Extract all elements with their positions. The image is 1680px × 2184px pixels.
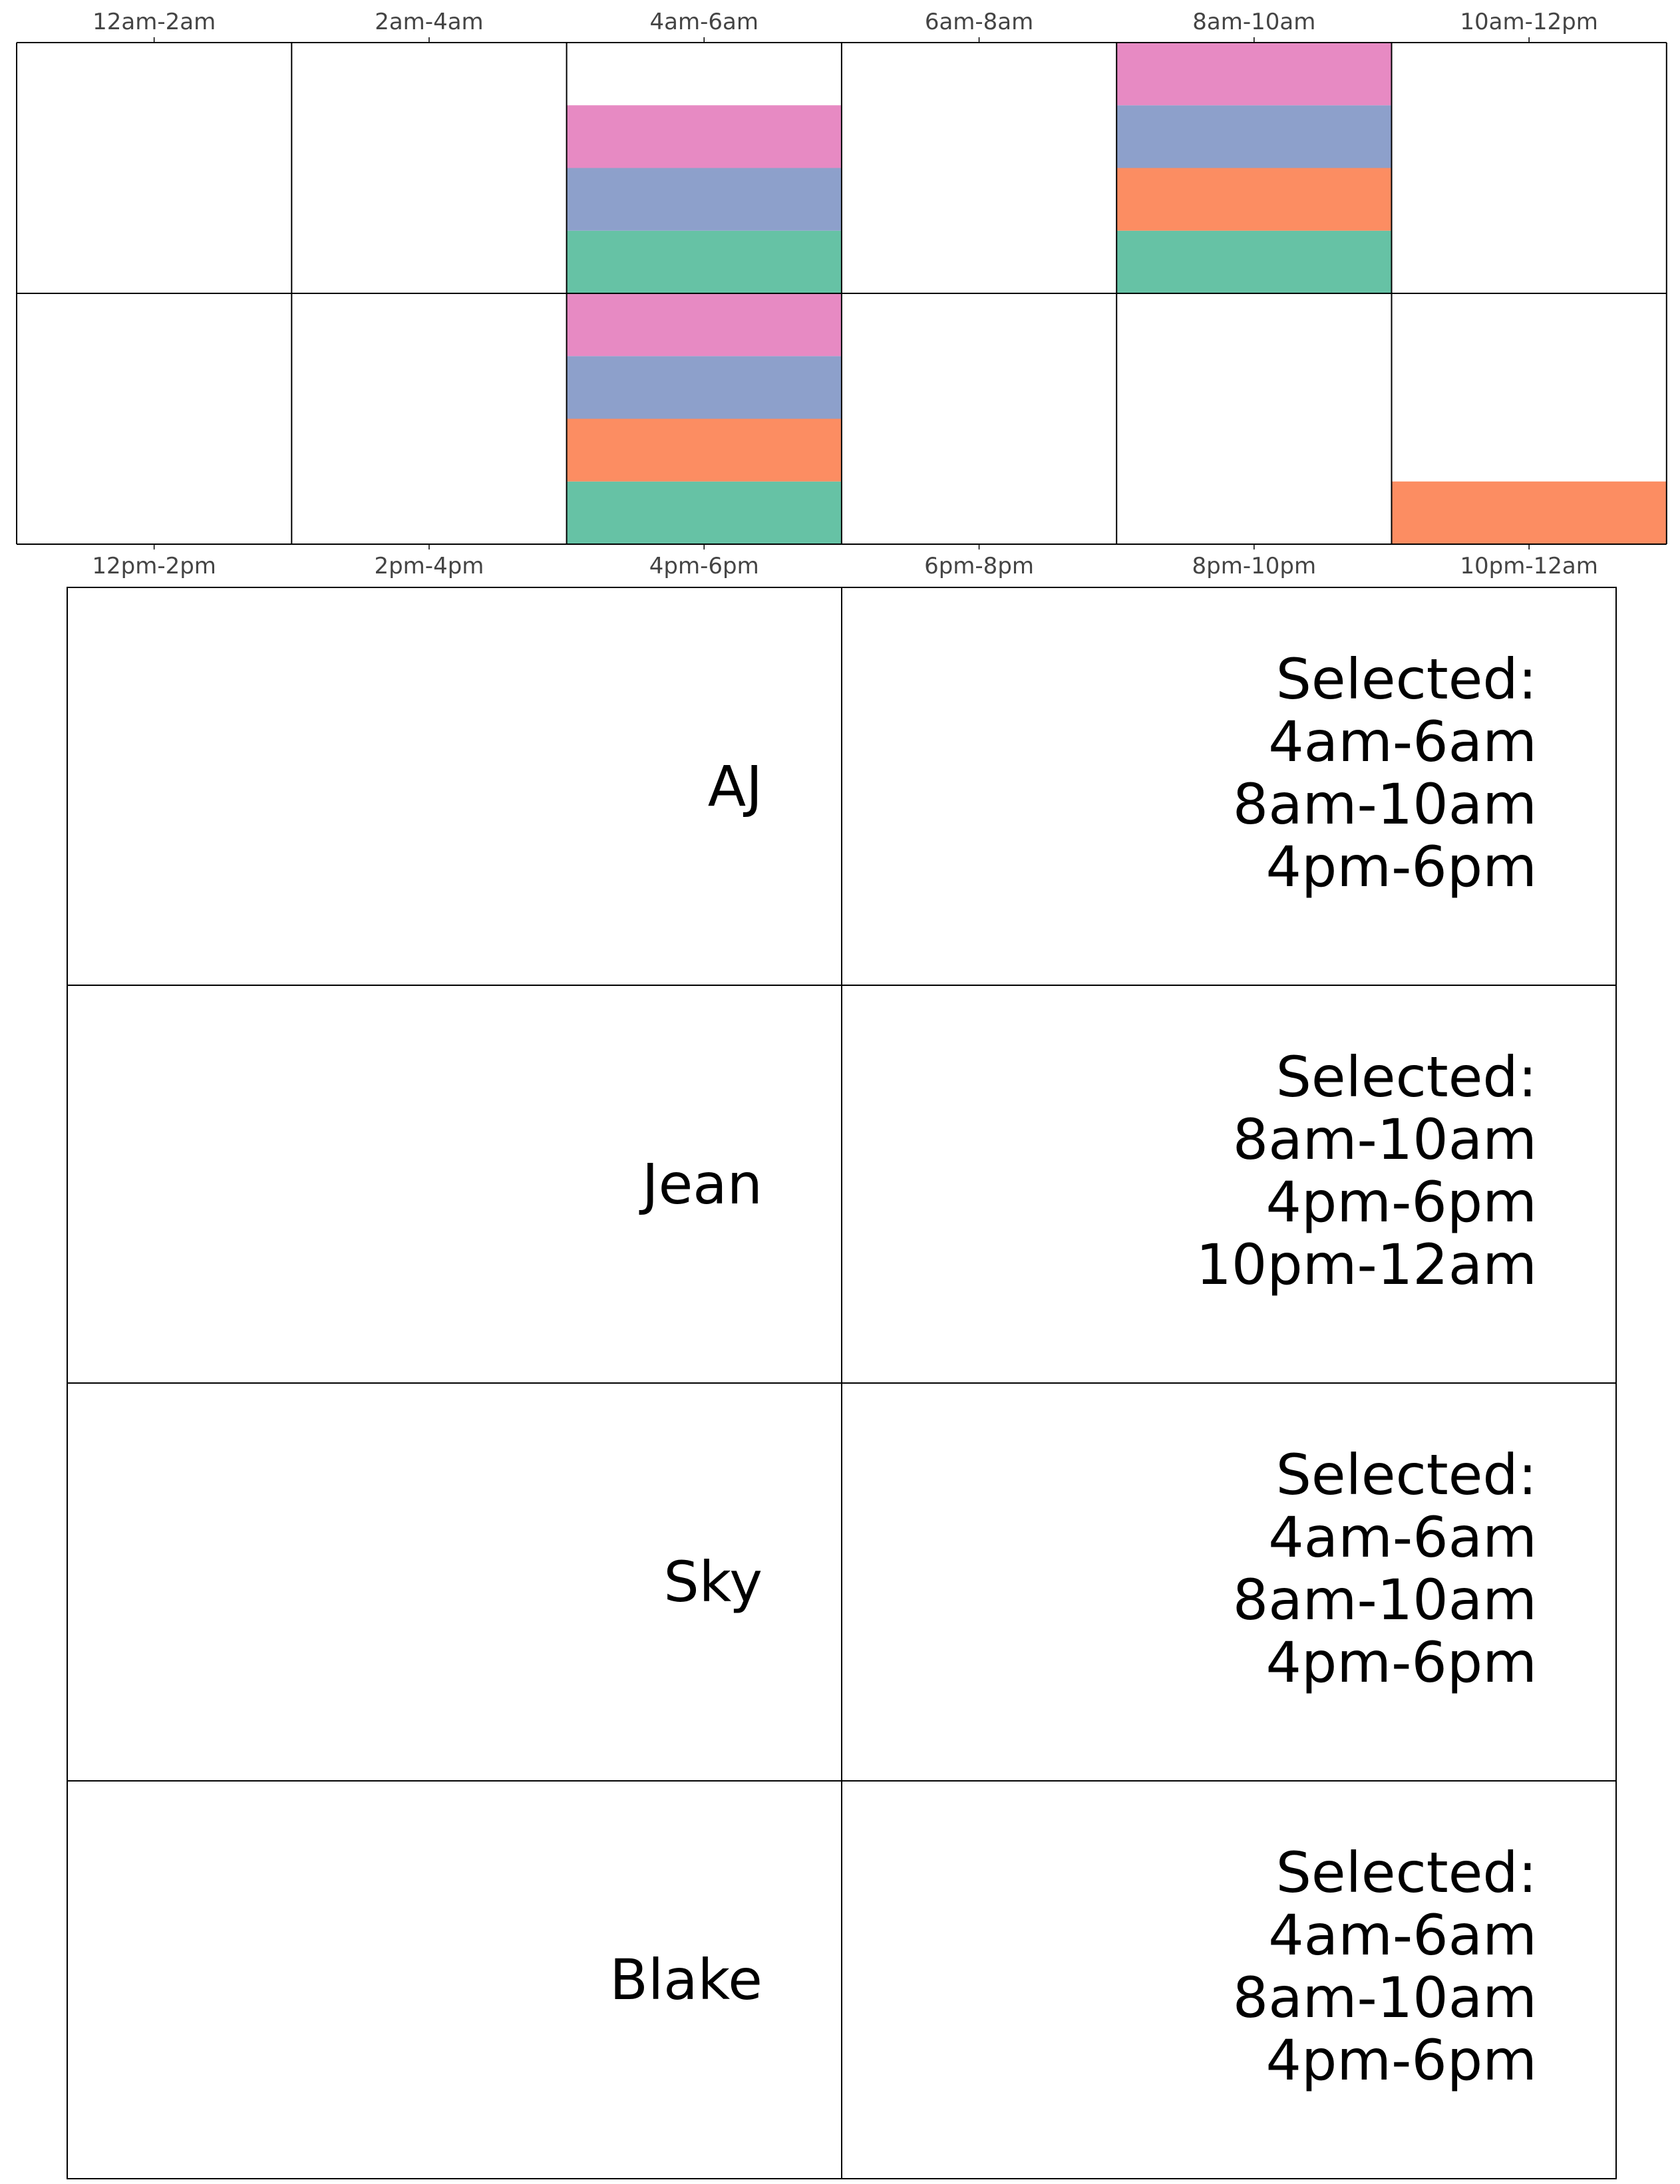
selected-slot: 8am-10am	[1232, 1965, 1537, 2030]
slot-bar-blake	[566, 293, 842, 357]
selected-slot: 4am-6am	[1268, 709, 1537, 774]
selected-slot: 4pm-6pm	[1265, 1170, 1538, 1235]
selected-slot: 8am-10am	[1232, 772, 1537, 837]
selected-slots-list: Selected: 8am-10am 4pm-6pm 10pm-12am	[842, 1046, 1615, 1323]
selected-slot: 4am-6am	[1268, 1505, 1537, 1570]
selected-label: Selected:	[1275, 647, 1537, 712]
person-name-cell[interactable]: AJ	[67, 587, 842, 986]
person-name: AJ	[707, 754, 762, 819]
selected-slot: 10pm-12am	[1196, 1232, 1537, 1297]
slot-bar-aj	[566, 230, 842, 293]
person-name: Jean	[641, 1152, 762, 1217]
person-selected-cell: Selected: 4am-6am 8am-10am 4pm-6pm	[841, 587, 1617, 986]
selected-label: Selected:	[1275, 1442, 1537, 1507]
slot-cell-2am-4am[interactable]	[291, 43, 567, 293]
selected-slot: 4pm-6pm	[1265, 834, 1538, 899]
time-slot-grid: 12am-2am 12pm-2pm 2am-4am 2pm-4pm 4am-6am 4pm…	[16, 9, 1667, 579]
top-tick-label: 12am-2am	[92, 9, 216, 35]
top-tick-label: 4am-6am	[650, 9, 758, 35]
person-name: Sky	[663, 1549, 762, 1615]
person-name-cell[interactable]: Blake	[67, 1780, 842, 2179]
bottom-tick-label: 10pm-12am	[1460, 553, 1597, 579]
person-row: AJ Selected: 4am-6am 8am-10am 4pm-6pm	[67, 587, 1617, 986]
slot-cell-2pm-4pm[interactable]	[291, 293, 567, 544]
person-selected-cell: Selected: 4am-6am 8am-10am 4pm-6pm	[841, 1780, 1617, 2179]
person-row: Jean Selected: 8am-10am 4pm-6pm 10pm-12am	[67, 985, 1617, 1384]
slot-cell-8pm-10pm[interactable]	[1116, 293, 1392, 544]
person-selected-cell: Selected: 4am-6am 8am-10am 4pm-6pm	[841, 1382, 1617, 1782]
people-table-body: AJ Selected: 4am-6am 8am-10am 4pm-6pm Jean Sel…	[67, 587, 1617, 2179]
person-row: Blake Selected: 4am-6am 8am-10am 4pm-6pm	[67, 1780, 1617, 2179]
slot-bar-jean	[1391, 481, 1667, 544]
bottom-tick-label: 6pm-8pm	[924, 553, 1034, 579]
selected-slot: 8am-10am	[1232, 1107, 1537, 1172]
slot-cell-10am-12pm[interactable]	[1391, 43, 1667, 293]
slot-bar-jean	[566, 418, 842, 482]
slot-bar-jean	[1116, 168, 1392, 231]
selected-label: Selected:	[1275, 1044, 1537, 1110]
person-row: Sky Selected: 4am-6am 8am-10am 4pm-6pm	[67, 1382, 1617, 1782]
slot-bar-sky	[1116, 105, 1392, 168]
people-table: AJ Selected: 4am-6am 8am-10am 4pm-6pm Jean Sel…	[67, 587, 1617, 2179]
slot-cell-6pm-8pm[interactable]	[841, 293, 1117, 544]
slot-cell-6am-8am[interactable]	[841, 43, 1117, 293]
bottom-tick-label: 2pm-4pm	[374, 553, 484, 579]
slot-bar-sky	[566, 168, 842, 231]
bottom-tick-label: 8pm-10pm	[1192, 553, 1317, 579]
selected-slot: 4pm-6pm	[1265, 2028, 1538, 2093]
top-tick-label: 2am-4am	[375, 9, 483, 35]
slot-cell-12pm-2pm[interactable]	[17, 293, 292, 544]
selected-slots-list: Selected: 4am-6am 8am-10am 4pm-6pm	[842, 648, 1615, 925]
bottom-tick-label: 4pm-6pm	[649, 553, 759, 579]
slot-bar-aj	[566, 481, 842, 544]
person-name-cell[interactable]: Jean	[67, 985, 842, 1384]
selected-slots-list: Selected: 4am-6am 8am-10am 4pm-6pm	[842, 1444, 1615, 1720]
selected-slot: 4am-6am	[1268, 1903, 1537, 1968]
slot-bar-aj	[1116, 230, 1392, 293]
person-selected-cell: Selected: 8am-10am 4pm-6pm 10pm-12am	[841, 985, 1617, 1384]
selected-slots-list: Selected: 4am-6am 8am-10am 4pm-6pm	[842, 1841, 1615, 2118]
selected-slot: 8am-10am	[1232, 1567, 1537, 1633]
selected-slot: 4pm-6pm	[1265, 1630, 1538, 1695]
top-tick-label: 6am-8am	[925, 9, 1033, 35]
slot-cell-12am-2am[interactable]	[17, 43, 292, 293]
person-name: Blake	[609, 1947, 762, 2012]
slot-bar-sky	[566, 356, 842, 419]
person-name-cell[interactable]: Sky	[67, 1382, 842, 1782]
bottom-tick-label: 12pm-2pm	[92, 553, 216, 579]
selected-label: Selected:	[1275, 1840, 1537, 1905]
top-tick-label: 8am-10am	[1192, 9, 1315, 35]
top-tick-label: 10am-12pm	[1460, 9, 1597, 35]
slot-bar-blake	[1116, 43, 1392, 106]
slot-bar-blake	[566, 105, 842, 168]
